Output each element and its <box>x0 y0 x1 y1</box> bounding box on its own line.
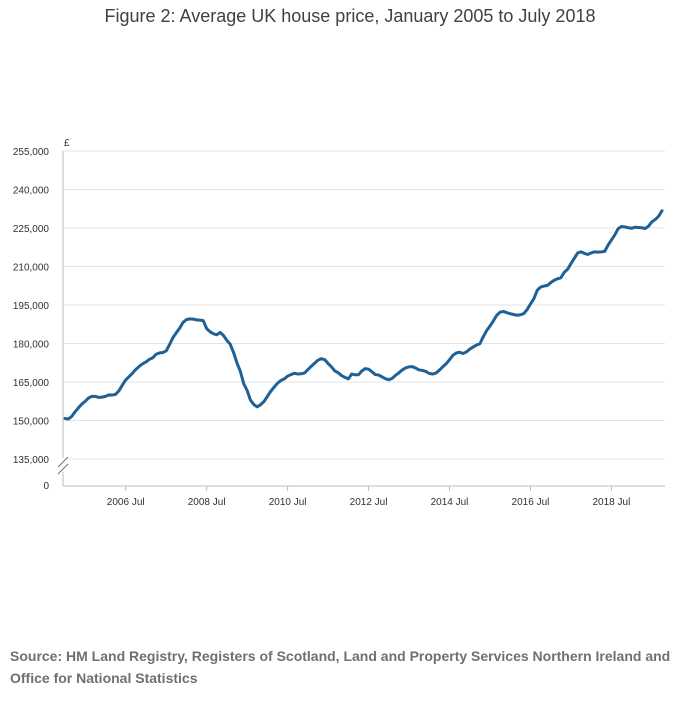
y-tick-label: 255,000 <box>13 147 50 158</box>
x-tick-label: 2018 Jul <box>593 497 631 508</box>
gridlines <box>63 150 665 460</box>
y-axis-unit-label: £ <box>64 138 70 149</box>
axes <box>57 151 665 487</box>
y-tick-label: 210,000 <box>13 263 50 274</box>
y-tick-label: 180,000 <box>13 340 50 351</box>
chart-title: Figure 2: Average UK house price, Januar… <box>104 6 596 26</box>
y-tick-label: 135,000 <box>13 455 50 466</box>
x-tick-label: 2006 Jul <box>107 497 145 508</box>
x-tick-label: 2016 Jul <box>512 497 550 508</box>
source-note: Source: HM Land Registry, Registers of S… <box>10 648 671 686</box>
y-tick-label: 240,000 <box>13 186 50 197</box>
series-layer <box>63 209 664 421</box>
y-tick-label: 150,000 <box>13 417 50 428</box>
x-tick-label: 2010 Jul <box>269 497 307 508</box>
y-zero-label: 0 <box>43 481 49 492</box>
series-line-house-price[interactable] <box>63 209 664 421</box>
axis-break-icon <box>57 456 69 475</box>
x-tick-label: 2008 Jul <box>188 497 226 508</box>
chart: £ 0 135,000 150,000 165,000 180,000 195,000 2… <box>13 138 665 508</box>
y-tick-label: 225,000 <box>13 224 50 235</box>
x-tick-label: 2012 Jul <box>350 497 388 508</box>
y-tick-labels: 135,000 150,000 165,000 180,000 195,000 210,0… <box>13 147 50 466</box>
x-tick-labels: 2006 Jul 2008 Jul 2010 Jul 2012 Jul 2014 Jul… <box>107 486 631 508</box>
x-tick-label: 2014 Jul <box>431 497 469 508</box>
y-tick-label: 165,000 <box>13 378 50 389</box>
y-tick-label: 195,000 <box>13 301 50 312</box>
